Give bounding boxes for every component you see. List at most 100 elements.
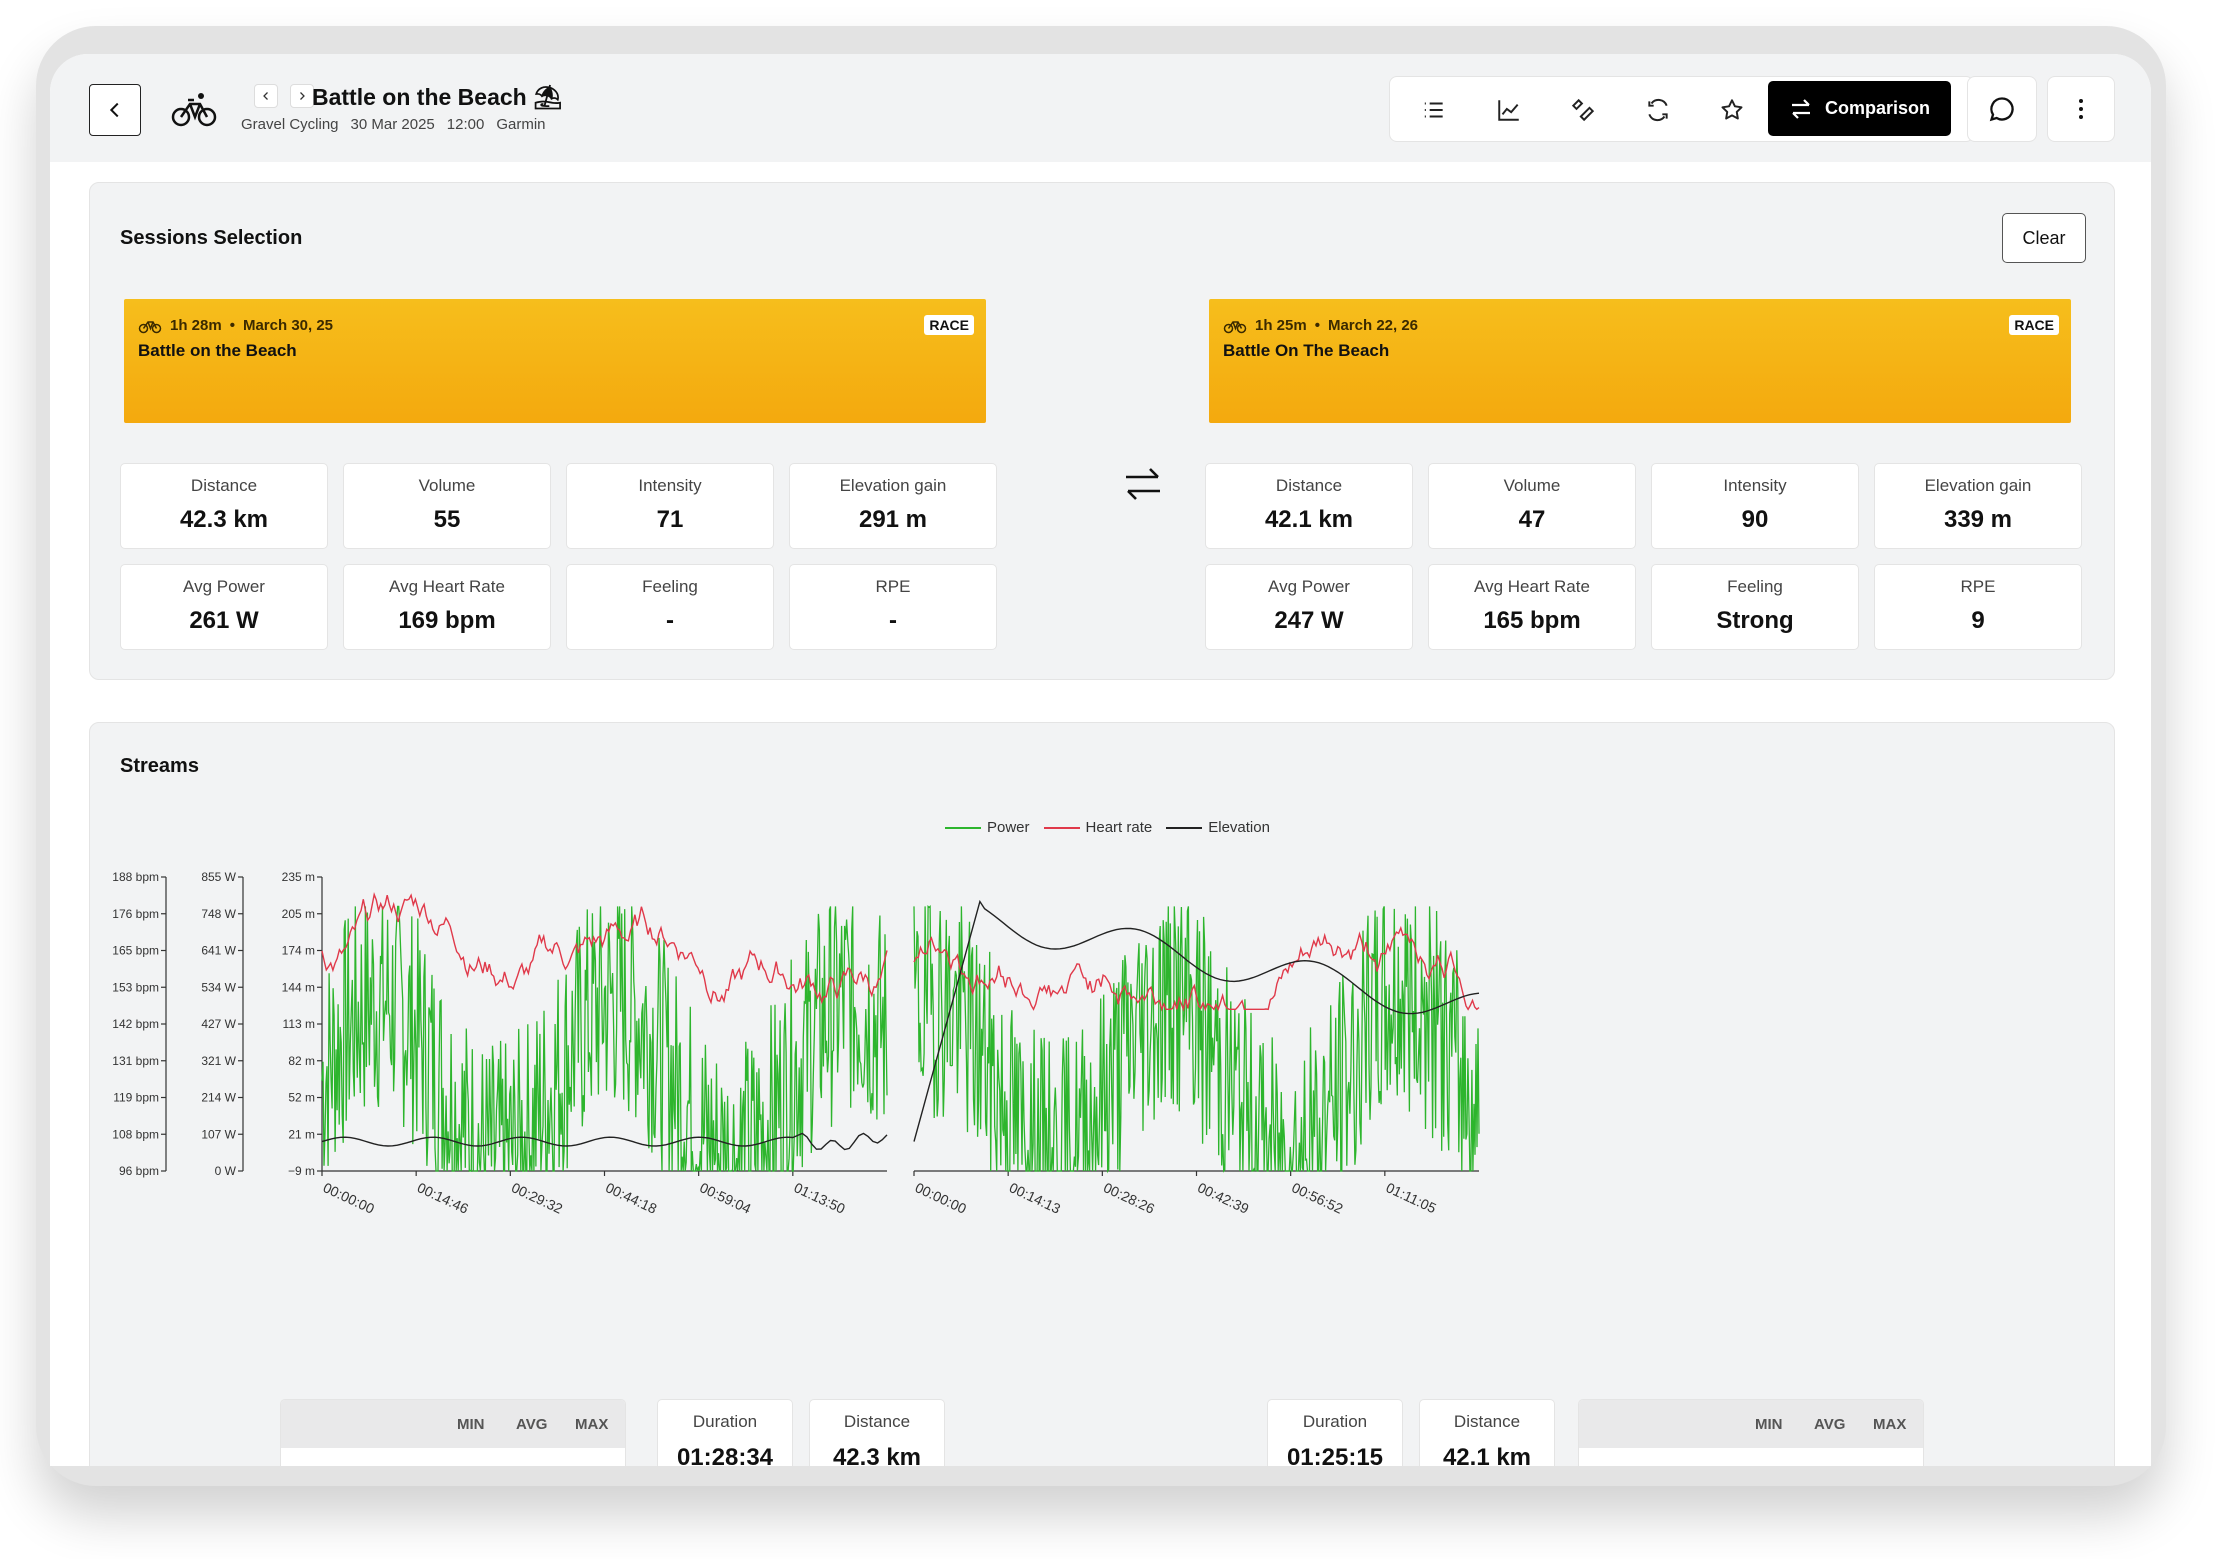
app-screen: Battle on the Beach ⛱ Gravel Cycling 30 M… bbox=[50, 54, 2151, 1466]
bike-icon bbox=[168, 84, 220, 136]
legend-item-heart-rate[interactable]: Heart rate bbox=[1043, 819, 1152, 836]
tick-label: −9 m bbox=[288, 1164, 315, 1178]
tick-label: 641 W bbox=[201, 944, 236, 958]
x-tick-label: 00:14:46 bbox=[415, 1179, 471, 1217]
x-tick-label: 01:13:50 bbox=[792, 1179, 848, 1217]
tick-label: 321 W bbox=[201, 1054, 236, 1068]
more-options-button[interactable] bbox=[2047, 76, 2115, 142]
metric-card: Avg Heart Rate 169 bpm bbox=[343, 564, 551, 650]
metric-card: Intensity 90 bbox=[1651, 463, 1859, 549]
tick-label: 165 bpm bbox=[112, 944, 159, 958]
x-tick-label: 00:00:00 bbox=[321, 1179, 377, 1217]
tick-label: 144 m bbox=[282, 980, 315, 994]
swap-arrows-icon bbox=[1126, 468, 1160, 500]
x-tick-label: 00:42:39 bbox=[1195, 1179, 1251, 1217]
tick-label: 235 m bbox=[282, 870, 315, 884]
race-badge: RACE bbox=[924, 315, 974, 335]
x-tick-label: 00:56:52 bbox=[1289, 1179, 1345, 1217]
bike-icon bbox=[1223, 321, 1247, 334]
metric-card: Distance 42.1 km bbox=[1205, 463, 1413, 549]
session-meta: 1h 28m • March 30, 25 bbox=[138, 315, 333, 335]
metric-card: Avg Heart Rate 165 bpm bbox=[1428, 564, 1636, 650]
streams-chart: 188 bpm 176 bpm 165 bpm 153 bpm 142 bpm 131 b… bbox=[112, 870, 1480, 1217]
top-bar: Battle on the Beach ⛱ Gravel Cycling 30 M… bbox=[50, 54, 2151, 162]
line-chart-icon bbox=[1498, 100, 1519, 121]
favorite-button[interactable] bbox=[1708, 86, 1756, 134]
x-tick-label: 00:14:13 bbox=[1007, 1179, 1063, 1217]
tick-label: 113 m bbox=[283, 1017, 315, 1031]
tick-label: 0 W bbox=[215, 1164, 237, 1178]
tick-label: 107 W bbox=[201, 1127, 236, 1141]
heart-rate-line bbox=[321, 891, 888, 1005]
tick-label: 142 bpm bbox=[112, 1017, 159, 1031]
table-header: MIN AVG MAX bbox=[1579, 1400, 1923, 1448]
refresh-icon bbox=[1648, 99, 1668, 121]
swap-icon bbox=[1791, 98, 1810, 119]
x-tick-label: 00:59:04 bbox=[697, 1179, 753, 1217]
tick-label: 174 m bbox=[282, 944, 315, 958]
chart-view-button[interactable] bbox=[1485, 86, 1533, 134]
x-tick-label: 00:28:26 bbox=[1101, 1179, 1157, 1217]
tick-label: 176 bpm bbox=[112, 907, 159, 921]
legend-item-elevation[interactable]: Elevation bbox=[1166, 819, 1270, 836]
x-tick-label: 00:00:00 bbox=[913, 1179, 969, 1217]
session-date: 30 Mar 2025 bbox=[350, 116, 435, 133]
streams-panel: Streams Power Heart rate Elevation 188 b… bbox=[89, 722, 2115, 1466]
metric-card: Volume 55 bbox=[343, 463, 551, 549]
x-tick-label: 00:29:32 bbox=[509, 1179, 565, 1217]
prev-session-button[interactable] bbox=[254, 84, 278, 108]
chat-bubble-icon bbox=[1989, 97, 2014, 122]
metric-card: RPE 9 bbox=[1874, 564, 2082, 650]
metric-card: Avg Power 247 W bbox=[1205, 564, 1413, 650]
tick-label: 205 m bbox=[282, 907, 315, 921]
next-session-button[interactable] bbox=[290, 84, 314, 108]
tick-label: 427 W bbox=[201, 1017, 236, 1031]
beach-emoji-icon: ⛱ bbox=[533, 84, 563, 110]
clear-button[interactable]: Clear bbox=[2002, 213, 2086, 263]
star-icon bbox=[1721, 99, 1743, 120]
panel-title: Sessions Selection bbox=[120, 227, 303, 249]
tick-label: 119 bpm bbox=[113, 1091, 159, 1105]
legend-item-power[interactable]: Power bbox=[945, 819, 1030, 836]
table-header: MIN AVG MAX bbox=[281, 1400, 625, 1448]
sport-type: Gravel Cycling bbox=[241, 116, 339, 133]
stats-table-left: MIN AVG MAX bbox=[280, 1399, 626, 1466]
comments-button[interactable] bbox=[1967, 76, 2037, 142]
chevron-left-icon bbox=[109, 102, 119, 118]
tick-label: 214 W bbox=[201, 1091, 236, 1105]
session-card-right[interactable]: 1h 25m • March 22, 26 Battle On The Beach … bbox=[1205, 295, 2075, 427]
tick-label: 52 m bbox=[288, 1091, 315, 1105]
tick-label: 21 m bbox=[288, 1127, 315, 1141]
metric-card: Elevation gain 339 m bbox=[1874, 463, 2082, 549]
distance-card-left: Distance 42.3 km bbox=[809, 1399, 945, 1466]
more-vertical-icon bbox=[2079, 99, 2083, 119]
metric-card: Volume 47 bbox=[1428, 463, 1636, 549]
sessions-selection-panel: Sessions Selection Clear 1h 28m • March 30… bbox=[89, 182, 2115, 680]
tick-label: 153 bpm bbox=[112, 980, 159, 994]
metric-card: Avg Power 261 W bbox=[120, 564, 328, 650]
elevation-line bbox=[321, 1132, 888, 1151]
page-title: Battle on the Beach ⛱ bbox=[312, 84, 563, 110]
power-line bbox=[913, 904, 1480, 1174]
tick-label: 748 W bbox=[201, 907, 236, 921]
x-tick-label: 00:44:18 bbox=[603, 1179, 659, 1217]
comparison-button[interactable]: Comparison bbox=[1768, 81, 1951, 136]
metric-card: Distance 42.3 km bbox=[120, 463, 328, 549]
distance-card-right: Distance 42.1 km bbox=[1419, 1399, 1555, 1466]
session-name: Battle On The Beach bbox=[1223, 341, 1390, 360]
sync-button[interactable] bbox=[1634, 86, 1682, 134]
list-view-button[interactable] bbox=[1410, 86, 1458, 134]
metric-card: RPE - bbox=[789, 564, 997, 650]
tick-label: 108 bpm bbox=[112, 1127, 159, 1141]
session-card-left[interactable]: 1h 28m • March 30, 25 Battle on the Beach … bbox=[120, 295, 990, 427]
list-icon bbox=[1424, 102, 1443, 118]
chevron-left-icon bbox=[263, 92, 268, 100]
tick-label: 131 bpm bbox=[112, 1054, 159, 1068]
bike-icon bbox=[138, 321, 162, 334]
metric-card: Intensity 71 bbox=[566, 463, 774, 549]
session-name: Battle on the Beach bbox=[138, 341, 297, 360]
back-button[interactable] bbox=[89, 84, 141, 136]
session-subtitle: Gravel Cycling 30 Mar 2025 12:00 Garmin bbox=[241, 116, 558, 133]
map-view-button[interactable] bbox=[1559, 86, 1607, 134]
swap-sessions-button[interactable] bbox=[1122, 463, 1164, 505]
